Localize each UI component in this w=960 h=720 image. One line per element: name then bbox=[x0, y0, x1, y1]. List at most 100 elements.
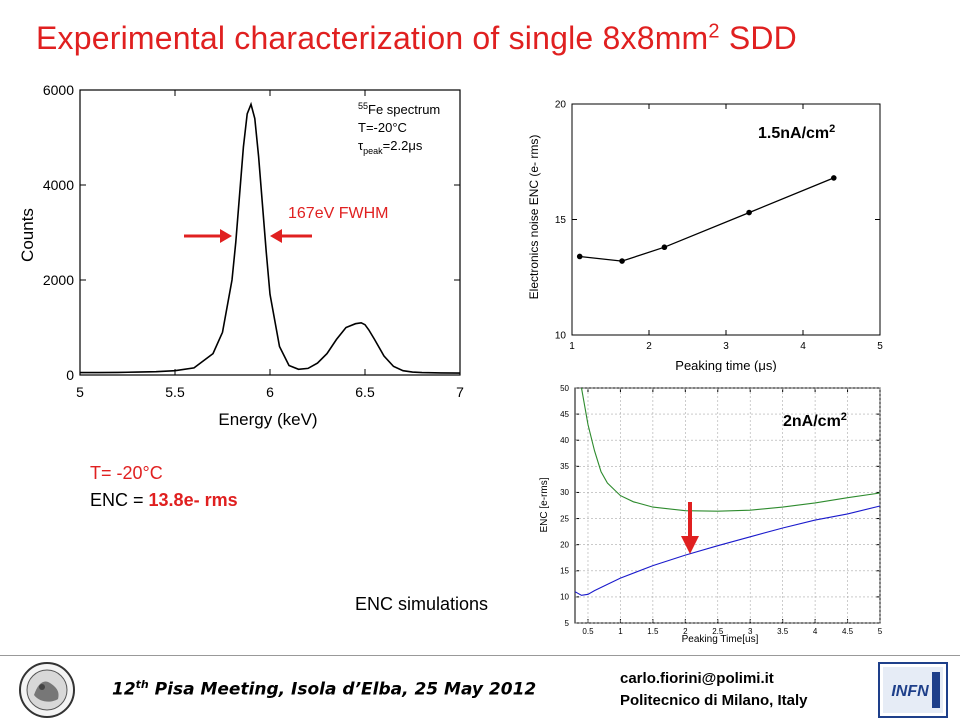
y-tick-label: 45 bbox=[560, 410, 569, 419]
y-tick-label: 10 bbox=[560, 593, 569, 602]
meeting-text: Pisa Meeting, Isola d’Elba, 25 May 2012 bbox=[148, 679, 537, 700]
x-axis-label: Peaking Time[us] bbox=[682, 634, 759, 645]
slide-title-text: Experimental characterization of single … bbox=[36, 20, 709, 56]
current-density-label: 1.5nA/cm bbox=[758, 125, 829, 142]
x-tick-label: 6.5 bbox=[355, 384, 375, 400]
plot-frame bbox=[571, 103, 881, 336]
x-tick-label: 3.5 bbox=[777, 627, 789, 636]
enc-simulations-label: ENC simulations bbox=[355, 594, 489, 614]
annotation-tau: τ bbox=[358, 138, 364, 153]
x-tick-label: 2.5 bbox=[712, 627, 724, 636]
temperature-text: T= -20°C bbox=[90, 463, 163, 483]
y-tick-label: 25 bbox=[560, 514, 569, 523]
down-arrow bbox=[681, 502, 699, 554]
y-tick-label: 10 bbox=[555, 331, 567, 342]
contact-footer: carlo.fiorini@polimi.it Politecnico di M… bbox=[620, 668, 808, 712]
enc-simulation-chart: 0.5 1 1.5 2 2.5 3 3.5 4 4.5 55101520253035404550 … bbox=[539, 384, 883, 645]
x-tick-label: 7 bbox=[456, 384, 464, 400]
meeting-number: 12 bbox=[112, 679, 136, 700]
x-tick-label: 3 bbox=[748, 627, 753, 636]
x-tick-label: 1.5 bbox=[647, 627, 659, 636]
svg-text:2nA/cm2: 2nA/cm2 bbox=[783, 411, 847, 430]
x-tick-label: 4 bbox=[800, 341, 806, 352]
data-point bbox=[661, 244, 668, 251]
y-axis-label: ENC [e-rms] bbox=[539, 477, 550, 532]
current-density-sup: 2 bbox=[841, 411, 847, 423]
data-point bbox=[831, 175, 837, 181]
y-axis-label: Electronics noise ENC (e- rms) bbox=[527, 135, 541, 300]
slide-title: Experimental characterization of single … bbox=[36, 20, 797, 57]
infn-logo-text: INFN bbox=[891, 683, 929, 700]
y-tick-label: 20 bbox=[560, 540, 569, 549]
footer-divider bbox=[0, 655, 960, 656]
chart-axes bbox=[571, 103, 881, 336]
slide-title-tail: SDD bbox=[719, 20, 797, 56]
enc-label: ENC = bbox=[90, 490, 149, 510]
chart-ticks: 5 5.5 6 6.5 7 0 2000 4000 6000 bbox=[43, 82, 464, 400]
x-tick-label: 2 bbox=[683, 627, 688, 636]
blue-series-line bbox=[574, 505, 881, 596]
y-tick-label: 5 bbox=[565, 619, 570, 628]
svg-text:1.5nA/cm2: 1.5nA/cm2 bbox=[758, 123, 835, 142]
y-tick-label: 2000 bbox=[43, 272, 74, 288]
y-tick-label: 35 bbox=[560, 462, 569, 471]
x-tick-label: 2 bbox=[646, 341, 652, 352]
fwhm-right-arrow bbox=[270, 229, 312, 243]
data-point bbox=[746, 209, 752, 216]
y-tick-label: 50 bbox=[560, 384, 569, 393]
current-density-sup: 2 bbox=[829, 123, 835, 135]
fe55-spectrum-chart: 5 5.5 6 6.5 7 0 2000 4000 6000 Energy (keV) Coun… bbox=[18, 82, 464, 429]
enc-series-line bbox=[579, 177, 835, 262]
slide-title-sup: 2 bbox=[708, 20, 720, 43]
x-axis-label: Energy (keV) bbox=[218, 410, 317, 429]
x-tick-label: 6 bbox=[266, 384, 274, 400]
polimi-seal-logo bbox=[19, 662, 75, 718]
contact-email: carlo.fiorini@polimi.it bbox=[620, 670, 774, 687]
current-density-label: 2nA/cm bbox=[783, 413, 841, 430]
y-tick-label: 0 bbox=[66, 367, 74, 383]
y-tick-label: 15 bbox=[560, 567, 569, 576]
x-tick-label: 4 bbox=[813, 627, 818, 636]
data-point bbox=[619, 258, 625, 264]
meeting-footer: 12th Pisa Meeting, Isola d’Elba, 25 May … bbox=[112, 678, 536, 700]
svg-text:τpeak=2.2μs: τpeak=2.2μs bbox=[358, 138, 423, 156]
x-tick-label: 5 bbox=[877, 341, 883, 352]
x-tick-label: 5.5 bbox=[165, 384, 185, 400]
annotation-superscript: 55 bbox=[358, 101, 368, 111]
y-tick-label: 6000 bbox=[43, 82, 74, 98]
x-tick-label: 4.5 bbox=[842, 627, 854, 636]
x-tick-label: 1 bbox=[618, 627, 623, 636]
infn-logo: INFN bbox=[878, 662, 948, 718]
enc-line: ENC = 13.8e- rms bbox=[90, 487, 238, 514]
annotation-line3: =2.2μs bbox=[383, 138, 423, 153]
spectrum-series-line bbox=[80, 101, 461, 374]
enc-value: 13.8e- rms bbox=[148, 490, 238, 510]
x-tick-label: 5 bbox=[76, 384, 84, 400]
annotation-line2: T=-20°C bbox=[358, 120, 407, 135]
y-tick-label: 20 bbox=[555, 100, 567, 111]
y-tick-label: 30 bbox=[560, 488, 569, 497]
y-axis-label: Counts bbox=[18, 208, 37, 262]
enc-measured-chart: 1 2 3 4 5 10 15 20 Peaking time (μs) Electronic… bbox=[527, 100, 883, 373]
x-tick-label: 3 bbox=[723, 341, 729, 352]
fwhm-label: 167eV FWHM bbox=[288, 205, 388, 222]
x-axis-label: Peaking time (μs) bbox=[675, 358, 776, 372]
y-tick-label: 4000 bbox=[43, 177, 74, 193]
enc-series-points bbox=[576, 175, 837, 264]
data-point bbox=[576, 253, 583, 260]
x-tick-label: 5 bbox=[878, 627, 883, 636]
y-tick-label: 15 bbox=[555, 215, 567, 226]
svg-text:55Fe spectrum: 55Fe spectrum bbox=[358, 101, 440, 117]
spectrum-annotation: 55Fe spectrum T=-20°C τpeak=2.2μs bbox=[358, 101, 440, 156]
annotation-line1: Fe spectrum bbox=[368, 102, 440, 117]
chart-ticks: 0.5 1 1.5 2 2.5 3 3.5 4 4.5 5 5 10 15 20 25 30 35 40 45 50 bbox=[560, 384, 883, 636]
chart-ticks: 1 2 3 4 5 10 15 20 bbox=[555, 100, 883, 353]
fwhm-left-arrow bbox=[184, 229, 232, 243]
contact-affiliation: Politecnico di Milano, Italy bbox=[620, 692, 808, 709]
x-tick-label: 0.5 bbox=[582, 627, 594, 636]
x-tick-label: 1 bbox=[569, 341, 575, 352]
annotation-tau-sub: peak bbox=[363, 146, 383, 156]
measurement-note: T= -20°C ENC = 13.8e- rms bbox=[90, 460, 238, 514]
meeting-ordinal: th bbox=[135, 678, 149, 691]
y-tick-label: 40 bbox=[560, 436, 569, 445]
